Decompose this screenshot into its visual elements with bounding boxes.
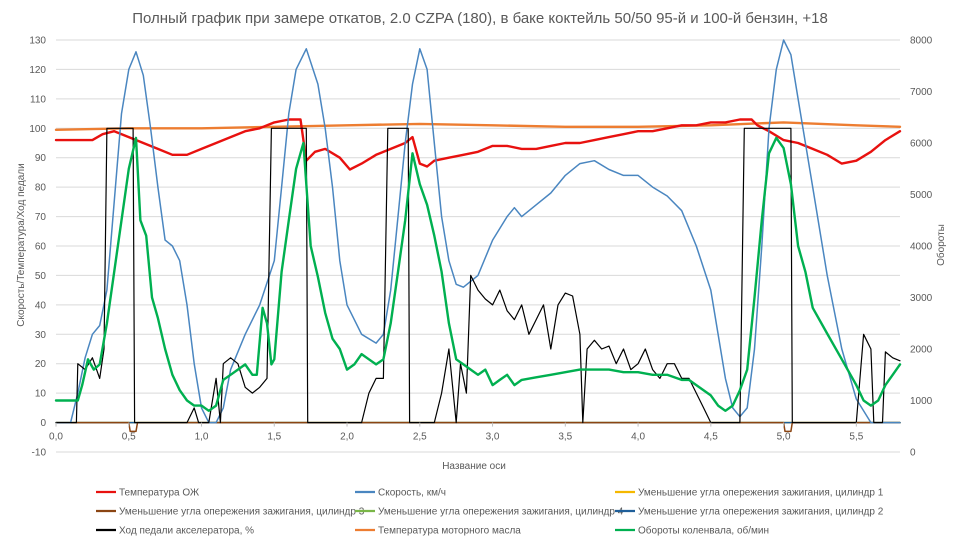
legend-label: Температура моторного масла (378, 526, 521, 537)
x-tick-label: 3,0 (486, 432, 500, 443)
y-left-tick-label: 70 (35, 212, 47, 223)
x-tick-label: 2,5 (413, 432, 427, 443)
y-right-tick-label: 7000 (910, 87, 933, 98)
x-tick-label: 1,0 (195, 432, 209, 443)
legend-item: Температура моторного масла (355, 526, 521, 537)
chart-title: Полный график при замере откатов, 2.0 CZ… (132, 10, 828, 27)
legend-item: Ход педали акселератора, % (96, 526, 254, 537)
legend-item: Уменьшение угла опережения зажигания, ци… (355, 507, 624, 518)
y-right-tick-label: 2000 (910, 345, 933, 356)
y-left-tick-label: 0 (40, 418, 46, 429)
legend-label: Уменьшение угла опережения зажигания, ци… (378, 507, 624, 518)
y-left-tick-label: 100 (29, 124, 46, 135)
y-right-tick-label: 5000 (910, 190, 933, 201)
x-tick-label: 3,5 (558, 432, 572, 443)
x-axis: 0,0 0,5 1,0 1,5 2,0 2,5 3,0 3,5 4,0 4,5 5,0 5,5 (49, 422, 864, 443)
left-y-axis-title: Скорость/Температура/Ход педали (16, 163, 27, 326)
y-left-tick-label: 30 (35, 330, 47, 341)
legend-item: Обороты коленвала, об/мин (615, 525, 769, 537)
y-left-tick-label: -10 (32, 448, 47, 459)
legend-item: Температура ОЖ (96, 488, 200, 499)
legend: Температура ОЖ Скорость, км/ч Уменьшение у… (96, 488, 884, 537)
y-left-tick-label: 110 (30, 94, 46, 105)
left-y-axis: -10 0 10 20 30 40 50 60 70 80 90 100 110 120 130 (29, 36, 46, 459)
y-left-tick-label: 10 (35, 389, 47, 400)
y-left-tick-label: 60 (35, 242, 47, 253)
right-y-axis: 0 1000 2000 3000 4000 5000 6000 7000 8000 (910, 36, 933, 459)
legend-label: Уменьшение угла опережения зажигания, ци… (638, 488, 884, 499)
y-left-tick-label: 20 (35, 359, 47, 370)
legend-label: Температура ОЖ (119, 488, 200, 499)
x-tick-label: 5,5 (849, 432, 863, 443)
grid-lines (56, 39, 900, 453)
x-tick-label: 1,5 (267, 432, 281, 443)
legend-label: Уменьшение угла опережения зажигания, ци… (638, 507, 884, 518)
y-left-tick-label: 50 (35, 271, 47, 282)
x-tick-label: 4,0 (631, 432, 645, 443)
y-left-tick-label: 40 (35, 300, 47, 311)
legend-item: Скорость, км/ч (355, 488, 446, 499)
series-line-0 (54, 118, 902, 171)
right-y-axis-title: Обороты (935, 224, 947, 266)
legend-label: Уменьшение угла опережения зажигания, ци… (119, 507, 365, 518)
series-line-7 (54, 121, 902, 132)
x-tick-label: 5,0 (777, 432, 791, 443)
legend-label: Обороты коленвала, об/мин (638, 525, 769, 537)
legend-item: Уменьшение угла опережения зажигания, ци… (615, 488, 884, 499)
x-tick-label: 0,0 (49, 432, 63, 443)
plot-area (54, 39, 902, 433)
legend-item: Уменьшение угла опережения зажигания, ци… (615, 507, 884, 518)
y-right-tick-label: 3000 (910, 293, 933, 304)
y-right-tick-label: 8000 (910, 36, 933, 47)
series-line-6 (55, 127, 901, 424)
legend-label: Ход педали акселератора, % (119, 526, 254, 537)
series-line-8 (54, 136, 902, 412)
y-right-tick-label: 4000 (910, 242, 933, 253)
series-line-3 (55, 421, 901, 433)
y-left-tick-label: 130 (29, 36, 46, 47)
y-left-tick-label: 80 (35, 183, 47, 194)
x-tick-label: 2,0 (340, 432, 354, 443)
y-right-tick-label: 0 (910, 448, 916, 459)
series-line-1 (55, 39, 901, 424)
x-tick-label: 0,5 (122, 432, 136, 443)
x-axis-title: Название оси (442, 461, 506, 472)
x-tick-label: 4,5 (704, 432, 718, 443)
y-left-tick-label: 90 (35, 153, 47, 164)
y-right-tick-label: 6000 (910, 139, 933, 150)
y-right-tick-label: 1000 (910, 396, 933, 407)
legend-label: Скорость, км/ч (378, 488, 446, 499)
y-left-tick-label: 120 (29, 65, 46, 76)
legend-item: Уменьшение угла опережения зажигания, ци… (96, 507, 365, 518)
